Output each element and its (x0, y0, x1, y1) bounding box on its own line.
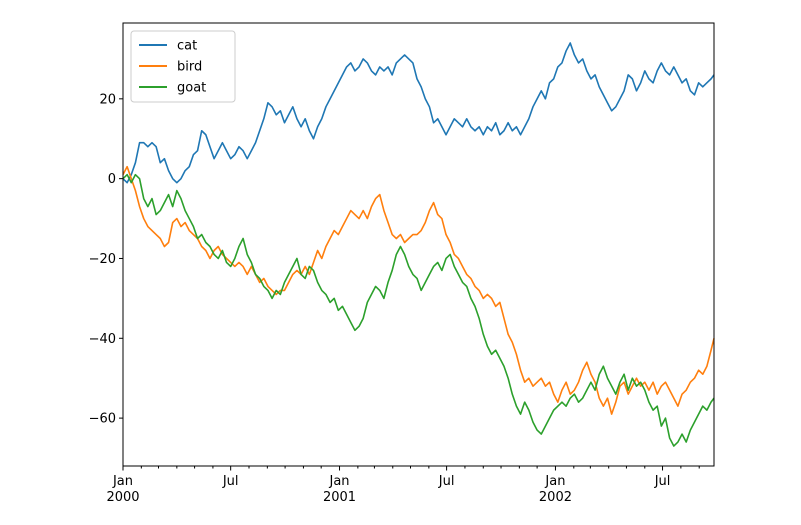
x-tick-label: Jan (544, 474, 565, 489)
series-line-cat (122, 42, 715, 184)
legend-box (130, 30, 236, 103)
axes-frame (122, 22, 715, 467)
x-tick-label: Jan (328, 474, 349, 489)
legend: cat bird goat (130, 30, 236, 103)
y-tick-label: 0 (108, 172, 116, 187)
series-line-goat (122, 173, 715, 447)
x-tick-year-label: 2001 (323, 490, 356, 505)
y-tick-label: 20 (99, 92, 116, 107)
legend-label-goat: goat (177, 81, 206, 96)
x-tick-year-label: 2000 (106, 490, 139, 505)
x-tick-label: Jul (654, 474, 671, 489)
x-tick-label: Jul (222, 474, 239, 489)
legend-label-bird: bird (177, 60, 202, 75)
legend-label-cat: cat (177, 39, 197, 54)
y-axis: 20 0 −20 −40 −60 (89, 92, 123, 427)
y-tick-label: −20 (89, 252, 116, 267)
x-tick-year-label: 2002 (539, 490, 572, 505)
x-tick-label: Jul (438, 474, 455, 489)
y-tick-label: −40 (89, 332, 116, 347)
x-tick-label: Jan (112, 474, 133, 489)
y-tick-label: −60 (89, 412, 116, 427)
plot-area (122, 42, 715, 447)
